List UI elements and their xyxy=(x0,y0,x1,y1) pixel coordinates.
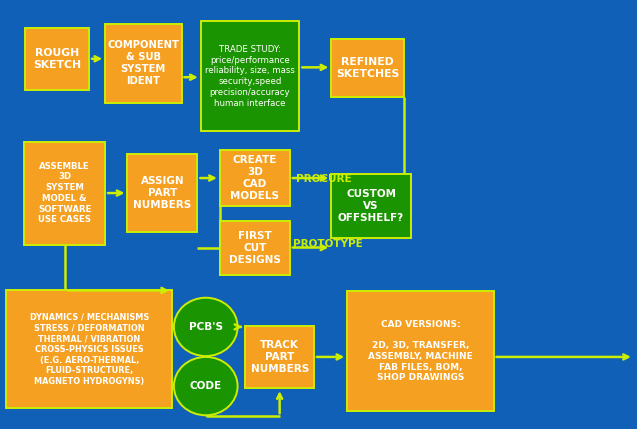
Text: TRADE STUDY:
price/performance
reliability, size, mass
security,speed
precision/: TRADE STUDY: price/performance reliabili… xyxy=(205,45,295,108)
Text: DYNAMICS / MECHANISMS
STRESS / DEFORMATION
THERMAL / VIBRATION
CROSS-PHYSICS ISS: DYNAMICS / MECHANISMS STRESS / DEFORMATI… xyxy=(29,313,149,386)
Text: CREATE
3D
CAD
MODELS: CREATE 3D CAD MODELS xyxy=(231,155,279,201)
Text: CODE: CODE xyxy=(190,381,222,391)
FancyBboxPatch shape xyxy=(331,174,411,238)
FancyBboxPatch shape xyxy=(220,221,290,275)
Text: FIRST
CUT
DESIGNS: FIRST CUT DESIGNS xyxy=(229,231,281,265)
Text: COMPONENT
& SUB
SYSTEM
IDENT: COMPONENT & SUB SYSTEM IDENT xyxy=(107,40,180,86)
Ellipse shape xyxy=(174,298,238,356)
Text: ROUGH
SKETCH: ROUGH SKETCH xyxy=(33,48,82,70)
Text: TRACK
PART
NUMBERS: TRACK PART NUMBERS xyxy=(250,340,309,374)
Text: ASSEMBLE
3D
SYSTEM
MODEL &
SOFTWARE
USE CASES: ASSEMBLE 3D SYSTEM MODEL & SOFTWARE USE … xyxy=(38,162,91,224)
FancyBboxPatch shape xyxy=(347,291,494,411)
Text: CUSTOM
VS
OFFSHELF?: CUSTOM VS OFFSHELF? xyxy=(338,189,404,223)
FancyBboxPatch shape xyxy=(6,290,172,408)
FancyBboxPatch shape xyxy=(127,154,197,232)
FancyBboxPatch shape xyxy=(201,21,299,131)
FancyBboxPatch shape xyxy=(220,150,290,206)
Ellipse shape xyxy=(174,357,238,415)
Text: PROCURE: PROCURE xyxy=(296,174,352,184)
FancyBboxPatch shape xyxy=(245,326,314,388)
Text: PCB'S: PCB'S xyxy=(189,322,223,332)
FancyBboxPatch shape xyxy=(24,142,105,245)
Text: REFINED
SKETCHES: REFINED SKETCHES xyxy=(336,57,399,79)
FancyBboxPatch shape xyxy=(25,28,89,90)
Text: ASSIGN
PART
NUMBERS: ASSIGN PART NUMBERS xyxy=(133,176,192,210)
FancyBboxPatch shape xyxy=(105,24,182,103)
Text: PROTOTYPE: PROTOTYPE xyxy=(293,239,363,249)
FancyBboxPatch shape xyxy=(331,39,404,97)
Text: CAD VERSIONS:

2D, 3D, TRANSFER,
ASSEMBLY, MACHINE
FAB FILES, BOM,
SHOP DRAWINGS: CAD VERSIONS: 2D, 3D, TRANSFER, ASSEMBLY… xyxy=(368,320,473,382)
